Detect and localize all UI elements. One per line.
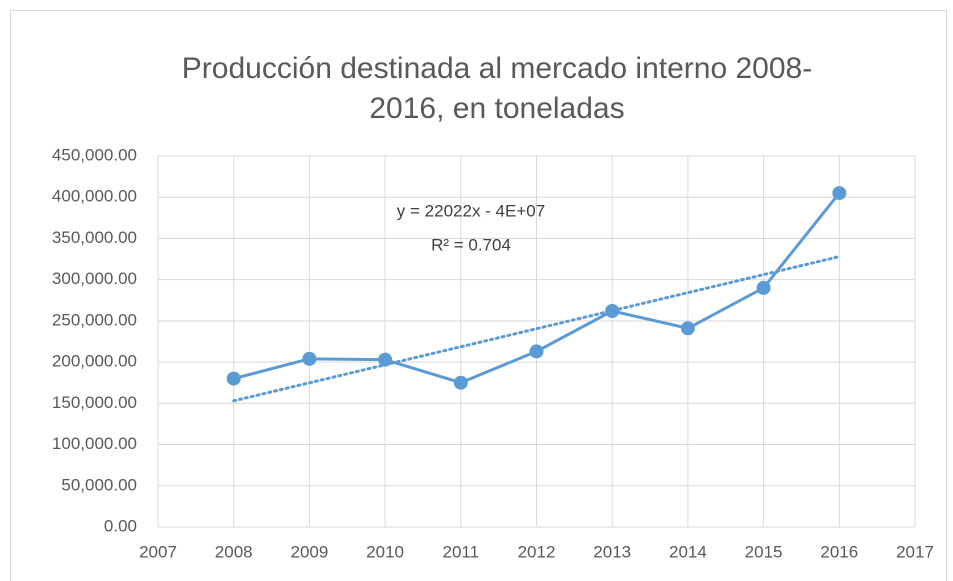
data-point [832,186,847,201]
y-tick-label: 250,000.00 [52,310,137,329]
data-point [605,303,620,318]
y-tick-label: 50,000.00 [61,475,137,494]
y-tick-label: 200,000.00 [52,352,137,371]
y-tick-label: 300,000.00 [52,269,137,288]
x-tick-label: 2012 [518,542,556,561]
x-tick-label: 2014 [669,542,707,561]
data-point [680,321,695,336]
y-tick-label: 350,000.00 [52,228,137,247]
annotation: R² = 0.704 [431,235,511,254]
x-tick-label: 2015 [745,542,783,561]
trendline [232,255,841,403]
y-tick-label: 100,000.00 [52,434,137,453]
x-tick-label: 2007 [139,542,177,561]
data-point [226,371,241,386]
y-tick-label: 450,000.00 [52,145,137,164]
x-tick-label: 2011 [443,542,480,561]
y-tick-label: 0.00 [104,516,137,535]
y-tick-label: 400,000.00 [52,187,137,206]
x-tick-label: 2008 [215,542,253,561]
chart-title: Producción destinada al mercado interno … [182,52,812,85]
data-point [302,351,317,366]
chart-title: 2016, en toneladas [369,92,624,125]
data-point [378,352,393,367]
x-tick-label: 2009 [290,542,328,561]
annotation: y = 22022x - 4E+07 [397,201,545,220]
data-point [529,344,544,359]
data-point [453,375,468,390]
y-tick-label: 150,000.00 [52,393,137,412]
x-tick-label: 2017 [896,542,934,561]
x-tick-label: 2016 [820,542,858,561]
data-point [756,280,771,295]
x-tick-label: 2013 [593,542,631,561]
x-tick-label: 2010 [366,542,404,561]
